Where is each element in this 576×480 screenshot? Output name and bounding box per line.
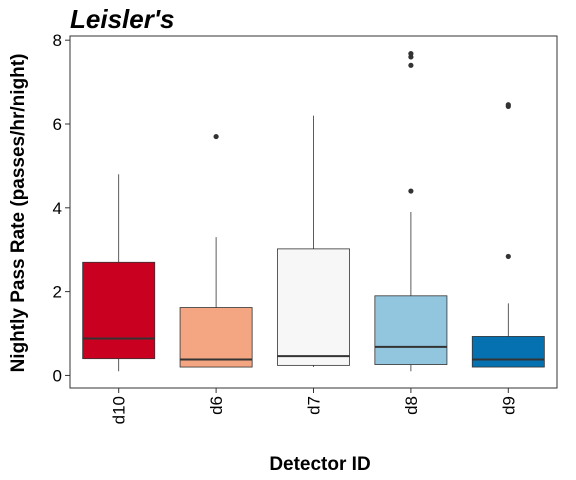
outlier-point — [505, 253, 511, 260]
box-d8 — [374, 295, 448, 365]
x-tick-label: d7 — [305, 396, 324, 415]
y-tick-label: 2 — [53, 283, 62, 302]
outlier-point — [408, 188, 414, 194]
x-tick-label: d10 — [110, 396, 129, 424]
y-axis-title: Nightly Pass Rate (passes/hr/night) — [8, 54, 29, 373]
box-d10 — [82, 261, 156, 360]
y-tick-label: 0 — [53, 366, 62, 385]
chart-title: Leisler's — [70, 4, 174, 34]
outlier-point — [213, 133, 219, 140]
x-tick-label: d8 — [402, 396, 421, 415]
x-tick-label: d9 — [499, 396, 518, 415]
outlier-point — [408, 51, 414, 57]
outlier-point — [505, 102, 511, 108]
outlier-point — [408, 62, 414, 68]
y-tick-label: 4 — [53, 199, 62, 218]
y-tick-label: 8 — [53, 31, 62, 50]
box-d9 — [471, 336, 545, 368]
x-axis-title: Detector ID — [269, 454, 370, 475]
x-tick-label: d6 — [207, 396, 226, 415]
box-d7 — [277, 248, 350, 366]
plot-area: 0 2 4 6 8 d10 d6 d7 d8 d9 — [53, 31, 558, 424]
y-tick-label: 6 — [53, 115, 62, 134]
box-d6 — [179, 307, 253, 368]
